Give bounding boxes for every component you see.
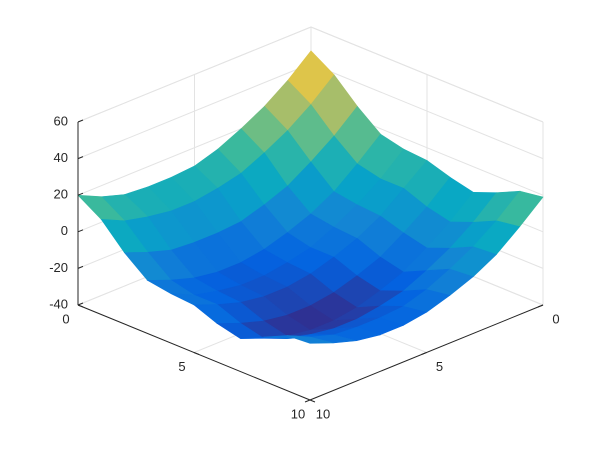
x-tick-label: 5 (178, 359, 185, 374)
z-tick-label: 20 (54, 187, 68, 202)
z-tick (77, 229, 84, 233)
z-tick-label: -20 (49, 260, 68, 275)
z-tick-label: 60 (54, 113, 68, 128)
z-tick (77, 119, 84, 123)
y-tick-label: 10 (316, 406, 330, 421)
z-tick (77, 156, 84, 160)
y-tick (537, 304, 544, 308)
x-tick-label: 0 (62, 311, 69, 326)
y-tick-label: 5 (436, 359, 443, 374)
z-tick-label: 40 (54, 150, 68, 165)
box-edge (77, 26, 312, 123)
x-tick (77, 304, 84, 308)
surface-patch (286, 335, 334, 344)
box-edge (310, 26, 544, 123)
y-tick-label: 0 (552, 311, 559, 326)
z-tick (77, 265, 84, 269)
z-tick (77, 192, 84, 196)
z-tick (77, 302, 84, 306)
x-tick (309, 399, 316, 403)
x-tick (193, 352, 200, 355)
z-tick-label: -40 (49, 296, 68, 311)
y-tick (421, 352, 427, 355)
x-tick-label: 10 (291, 406, 305, 421)
z-tick-label: 0 (61, 223, 68, 238)
y-tick (304, 399, 311, 403)
